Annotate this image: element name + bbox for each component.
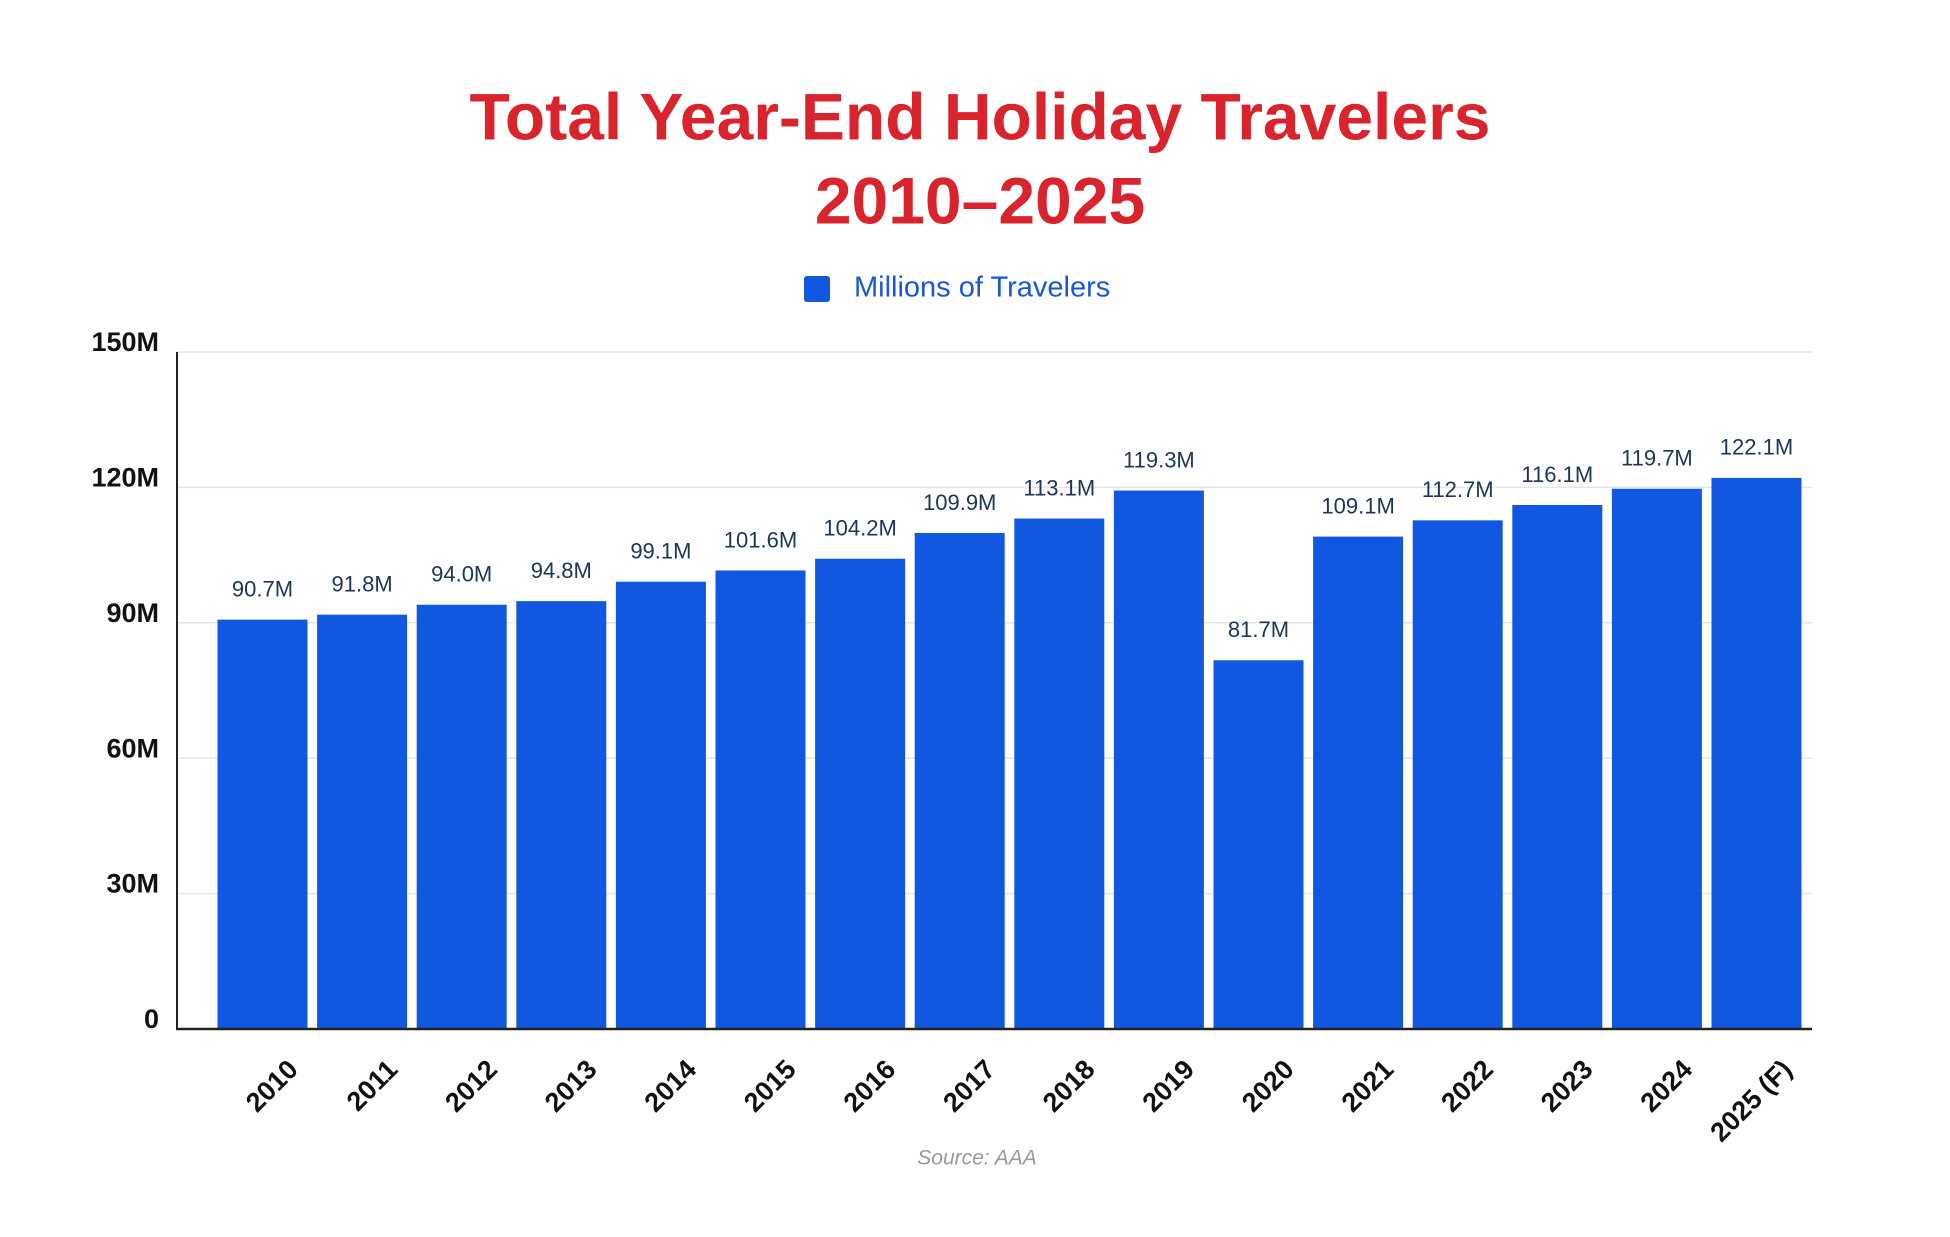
source: Source: AAA: [917, 1147, 1036, 1170]
value-label: 91.8M: [332, 571, 393, 596]
bar: [1711, 477, 1802, 1029]
bar: [914, 532, 1005, 1029]
bar: [1113, 490, 1204, 1029]
value-label: 90.7M: [232, 576, 293, 601]
y-tick-label: 30M: [106, 869, 159, 899]
chart-title: Total Year-End Holiday Travelers: [470, 79, 1491, 153]
x-tick-label: 2017: [937, 1054, 1001, 1118]
value-label: 104.2M: [823, 516, 896, 541]
value-label: 122.1M: [1720, 435, 1793, 460]
value-label: 116.1M: [1521, 462, 1593, 487]
x-tick-label: 2023: [1535, 1054, 1599, 1118]
y-tick-label: 120M: [91, 463, 159, 493]
x-tick-label: 2016: [838, 1054, 902, 1118]
x-tick-label: 2011: [341, 1054, 404, 1117]
bar: [1412, 520, 1503, 1029]
bar: [715, 570, 806, 1029]
y-tick-label: 150M: [91, 327, 159, 357]
x-tick-label: 2015: [738, 1054, 802, 1118]
x-tick-label: 2025 (F): [1704, 1054, 1797, 1147]
bar: [1014, 518, 1105, 1029]
x-tick-label: 2010: [240, 1054, 304, 1118]
legend-label: Millions of Travelers: [854, 272, 1110, 304]
y-tick-label: 90M: [106, 598, 159, 628]
value-label: 113.1M: [1023, 475, 1095, 500]
bar: [615, 581, 706, 1029]
x-tick-label: 2018: [1037, 1054, 1101, 1118]
bar: [516, 601, 607, 1029]
x-tick-label: 2012: [439, 1054, 503, 1118]
value-label: 119.7M: [1621, 446, 1693, 471]
bar: [1313, 536, 1404, 1029]
x-tick-label: 2014: [638, 1054, 702, 1118]
bar: [416, 604, 507, 1029]
bar: [317, 614, 408, 1029]
legend-swatch: [804, 276, 830, 302]
bars: [217, 477, 1802, 1029]
value-label: 94.0M: [431, 562, 492, 587]
chart-title: 2010–2025: [815, 163, 1145, 237]
bar: [217, 619, 308, 1029]
bar: [1512, 505, 1603, 1029]
x-tick-label: 2019: [1136, 1054, 1200, 1118]
x-tick-label: 2013: [539, 1054, 603, 1118]
x-tick-label: 2024: [1634, 1054, 1698, 1118]
x-tick-label: 2020: [1236, 1054, 1300, 1118]
bar: [1213, 660, 1304, 1029]
value-label: 109.9M: [923, 490, 996, 515]
x-tick-label: 2021: [1336, 1054, 1400, 1118]
value-label: 94.8M: [531, 558, 592, 583]
x-tick-label: 2022: [1435, 1054, 1499, 1118]
value-label: 81.7M: [1228, 617, 1289, 642]
value-label: 112.7M: [1422, 477, 1494, 502]
value-label: 101.6M: [724, 527, 797, 552]
bar: [1611, 488, 1702, 1029]
y-tick-label: 60M: [106, 733, 159, 763]
value-label: 99.1M: [630, 539, 691, 564]
bar: [815, 558, 906, 1029]
y-tick-label: 0: [144, 1004, 159, 1034]
value-label: 109.1M: [1321, 493, 1394, 518]
value-label: 119.3M: [1123, 447, 1195, 472]
